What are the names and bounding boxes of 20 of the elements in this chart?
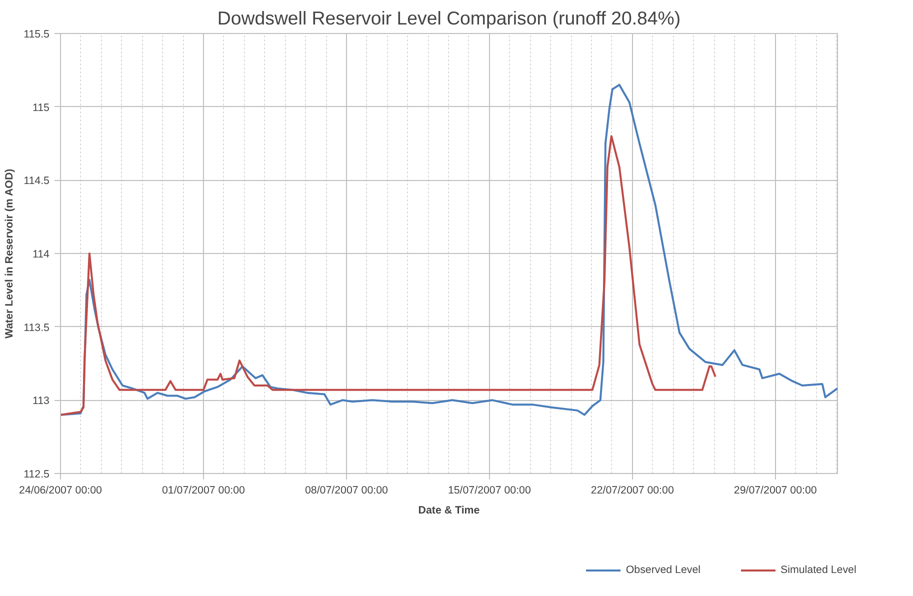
x-tick-label: 15/07/2007 00:00 (448, 484, 531, 496)
legend-label: Simulated Level (780, 564, 856, 576)
line-series (60, 135, 716, 416)
x-tick-label: 22/07/2007 00:00 (590, 484, 674, 496)
x-axis-title: Date & Time (418, 504, 480, 516)
x-tick-label: 08/07/2007 00:00 (304, 484, 388, 496)
y-tick-label: 113.5 (24, 322, 50, 334)
y-tick-label: 114 (32, 248, 50, 260)
y-tick-label: 112.5 (24, 468, 50, 480)
y-axis-title: Water Level in Reservoir (m AOD) (4, 168, 16, 339)
legend-label: Observed Level (626, 564, 700, 576)
x-tick-label: 24/06/2007 00:00 (19, 484, 102, 496)
y-tick-label: 115.5 (24, 28, 50, 40)
line-series (60, 84, 838, 416)
x-tick-label: 01/07/2007 00:00 (162, 484, 246, 496)
y-tick-label: 114.5 (24, 175, 50, 188)
x-tick-label: 29/07/2007 00:00 (734, 484, 817, 496)
y-tick-label: 113 (32, 395, 50, 408)
y-tick-label: 115 (32, 102, 50, 114)
chart-title: Dowdswell Reservoir Level Comparison (runoff 20.84%) (217, 8, 681, 28)
